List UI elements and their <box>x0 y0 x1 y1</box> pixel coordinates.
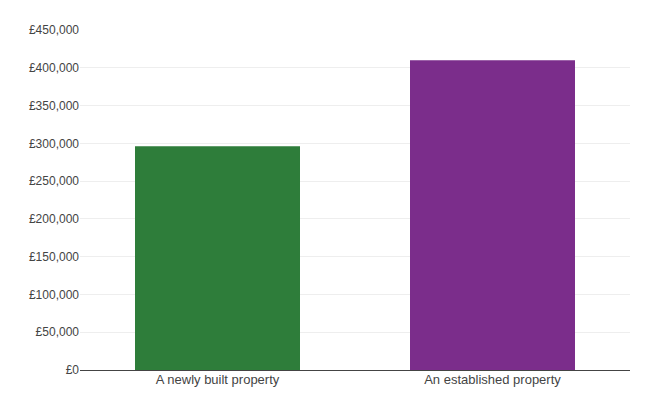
svg-text:An established property: An established property <box>424 372 561 387</box>
svg-text:£100,000: £100,000 <box>29 288 79 302</box>
svg-text:£450,000: £450,000 <box>29 23 79 37</box>
svg-text:£0: £0 <box>66 363 80 377</box>
svg-text:£250,000: £250,000 <box>29 174 79 188</box>
svg-text:£200,000: £200,000 <box>29 212 79 226</box>
svg-text:£50,000: £50,000 <box>36 325 80 339</box>
svg-text:£300,000: £300,000 <box>29 137 79 151</box>
svg-text:£150,000: £150,000 <box>29 250 79 264</box>
svg-text:A newly built property: A newly built property <box>156 372 280 387</box>
svg-text:£400,000: £400,000 <box>29 61 79 75</box>
svg-text:£350,000: £350,000 <box>29 99 79 113</box>
